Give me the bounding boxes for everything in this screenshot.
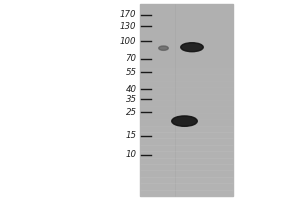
Text: 35: 35	[125, 95, 136, 104]
Bar	[140, 94, 232, 100]
Text: 55: 55	[125, 68, 136, 77]
Bar	[140, 17, 232, 23]
Bar	[140, 55, 232, 62]
Bar	[140, 132, 232, 138]
Bar	[140, 190, 232, 196]
Text: 15: 15	[125, 131, 136, 140]
Bar	[140, 183, 232, 190]
Text: 40: 40	[125, 85, 136, 94]
Bar	[140, 113, 232, 119]
Bar	[140, 151, 232, 158]
Ellipse shape	[159, 46, 168, 50]
Bar	[140, 10, 232, 17]
Bar	[140, 100, 232, 106]
Bar	[140, 87, 232, 94]
Bar	[140, 68, 232, 74]
Bar	[140, 4, 232, 10]
Bar	[140, 177, 232, 183]
Ellipse shape	[172, 116, 197, 126]
Bar	[140, 49, 232, 55]
Text: 100: 100	[120, 37, 136, 46]
Text: 130: 130	[120, 22, 136, 31]
Bar	[140, 164, 232, 170]
Ellipse shape	[181, 43, 203, 52]
Bar	[140, 126, 232, 132]
Bar	[140, 145, 232, 151]
Bar	[140, 170, 232, 177]
Bar	[140, 23, 232, 30]
Bar	[140, 138, 232, 145]
Text: 170: 170	[120, 10, 136, 19]
Bar	[140, 4, 232, 196]
Bar	[140, 81, 232, 87]
Bar	[140, 119, 232, 126]
Text: 70: 70	[125, 54, 136, 63]
Text: 10: 10	[125, 150, 136, 159]
Text: 25: 25	[125, 108, 136, 117]
Bar	[140, 62, 232, 68]
Bar	[140, 42, 232, 49]
Bar	[140, 30, 232, 36]
Bar	[140, 158, 232, 164]
Bar	[140, 74, 232, 81]
Bar	[140, 36, 232, 42]
Bar	[140, 106, 232, 113]
